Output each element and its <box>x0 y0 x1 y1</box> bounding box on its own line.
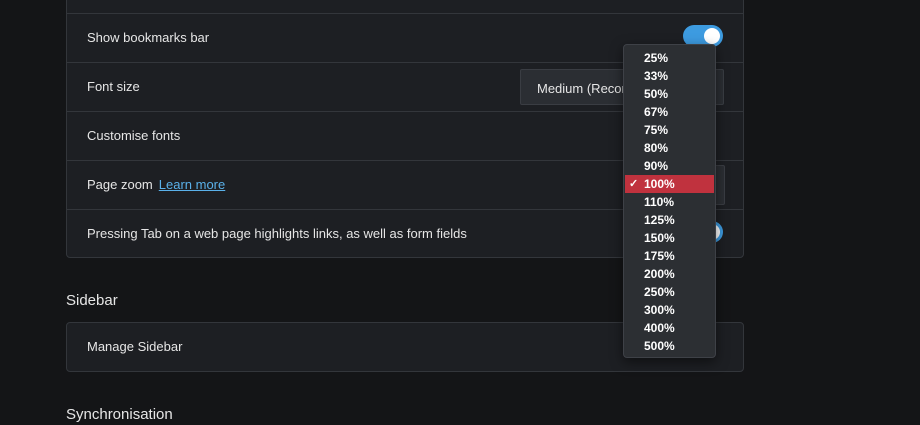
zoom-option[interactable]: 400% <box>644 321 675 335</box>
customise-fonts-label: Customise fonts <box>87 128 181 143</box>
zoom-option[interactable]: 150% <box>644 231 675 245</box>
toggle-knob <box>704 28 720 44</box>
zoom-option[interactable]: 90% <box>644 159 669 173</box>
zoom-option[interactable]: 25% <box>644 51 669 65</box>
zoom-option[interactable]: 50% <box>644 87 669 101</box>
sidebar-section-title: Sidebar <box>66 292 118 309</box>
zoom-option[interactable]: 110% <box>644 195 675 209</box>
font-size-label: Font size <box>87 79 140 94</box>
zoom-option[interactable]: 125% <box>644 213 675 227</box>
learn-more-link[interactable]: Learn more <box>158 177 226 192</box>
zoom-option[interactable]: 75% <box>644 123 669 137</box>
bookmarks-bar-row: Show bookmarks bar <box>67 13 743 62</box>
zoom-option[interactable]: 500% <box>644 339 675 353</box>
zoom-option-selected[interactable]: ✓ 100% <box>625 175 714 193</box>
zoom-option[interactable]: 80% <box>644 141 669 155</box>
zoom-option[interactable]: 200% <box>644 267 675 281</box>
page-zoom-label: Page zoom <box>87 177 153 192</box>
bookmarks-bar-toggle[interactable] <box>683 25 723 47</box>
zoom-option[interactable]: 250% <box>644 285 675 299</box>
manage-sidebar-row[interactable]: Manage Sidebar <box>67 323 743 372</box>
manage-sidebar-label: Manage Sidebar <box>87 339 183 354</box>
tab-highlight-label: Pressing Tab on a web page highlights li… <box>87 226 467 241</box>
zoom-option[interactable]: 300% <box>644 303 675 317</box>
checkmark-icon: ✓ <box>629 178 639 190</box>
zoom-option[interactable]: 175% <box>644 249 675 263</box>
zoom-dropdown-menu: 25% 33% 50% 67% 75% 80% 90% ✓ 100% 110% … <box>623 44 716 358</box>
bookmarks-bar-label: Show bookmarks bar <box>87 30 210 45</box>
zoom-option[interactable]: 67% <box>644 105 669 119</box>
zoom-option[interactable]: 33% <box>644 69 669 83</box>
customise-fonts-row[interactable]: Customise fonts <box>67 111 743 160</box>
sync-section-title: Synchronisation <box>66 406 173 423</box>
page-zoom-label-wrap: Page zoom Learn more <box>87 177 225 192</box>
